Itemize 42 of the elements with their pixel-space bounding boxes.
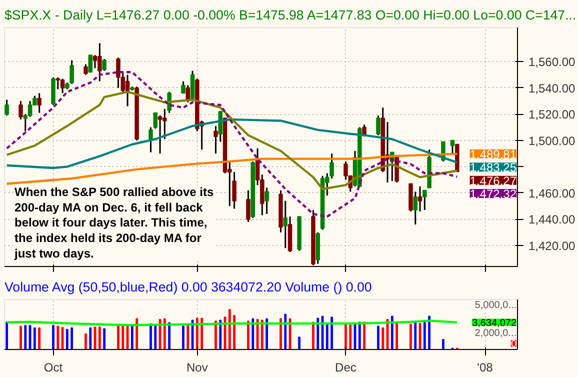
y-tick-label: 1,520.00	[528, 108, 576, 122]
y-tick-label: 1,540.00	[528, 81, 576, 96]
candlestick	[153, 112, 158, 130]
candlestick	[88, 54, 93, 73]
y-tick-label: 1,500.00	[528, 134, 576, 148]
annotation: 1,483.25	[470, 160, 517, 175]
candlestick	[60, 78, 65, 94]
candlestick	[283, 200, 288, 249]
candlestick	[450, 140, 455, 156]
chart-title: $SPX.X - Daily L=1476.27 0.00 -0.00% B=1475.98 A=1477.83 O=0.00 Hi=0.00 Lo=0.00 C=147...	[4, 8, 576, 22]
candlestick	[214, 125, 218, 154]
candlestick	[56, 76, 60, 90]
y-tick-label: 1,460.00	[528, 186, 576, 200]
candlestick	[84, 64, 88, 76]
annotation: 2,000,0...	[474, 328, 517, 340]
x-tick-label: Nov	[186, 360, 208, 374]
x-tick-label: Dec	[335, 360, 356, 374]
candlestick	[418, 186, 422, 212]
y-tick-label: 1,560.00	[528, 55, 576, 70]
chart-title: Volume Avg (50,50,blue,Red) 0.00 3634072.20 Volume () 0.00	[4, 280, 372, 294]
annotation: 5,000,0...	[474, 300, 517, 311]
x-tick-label: '08	[477, 360, 494, 374]
candlestick	[190, 70, 195, 100]
annotation: When the S&P 500 rallied above its 200-day MA on Dec. 6, it fell back below it four days later. This time, the index held its 200-day MA for just two days.	[14, 184, 214, 260]
candlestick	[102, 58, 106, 72]
candlestick	[37, 92, 42, 114]
line-series	[6, 118, 458, 170]
annotation: 1,476.27	[470, 174, 517, 188]
annotation: 3,634,072	[472, 318, 517, 329]
y-tick-label: 1,420.00	[528, 238, 576, 253]
candlestick	[376, 114, 380, 136]
line-series	[6, 152, 458, 185]
candlestick	[70, 60, 74, 85]
candlestick	[125, 74, 130, 108]
annotation: 1,489.81	[470, 147, 517, 162]
annotation: 1,472.32	[470, 186, 517, 201]
candlestick	[413, 190, 418, 226]
candlestick	[4, 98, 9, 116]
candlestick	[422, 190, 427, 211]
candlestick	[264, 186, 269, 215]
x-tick-label: Oct	[44, 360, 64, 374]
y-tick-label: 1,440.00	[528, 212, 576, 227]
